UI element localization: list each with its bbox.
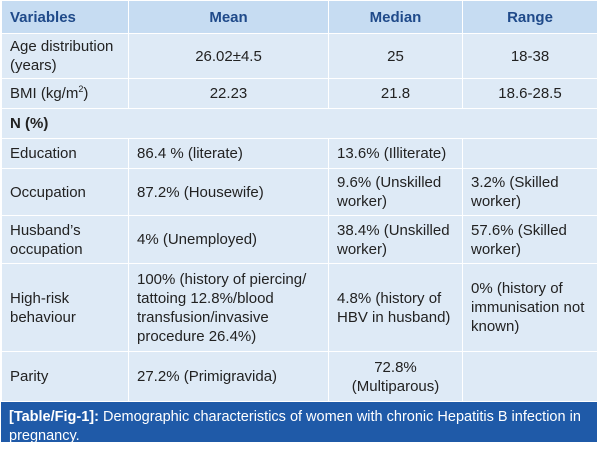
table-row: BMI (kg/m2) 22.23 21.8 18.6-28.5 <box>1 78 598 109</box>
header-variables: Variables <box>1 0 129 34</box>
table-row: Education 86.4 % (literate) 13.6% (Illit… <box>1 138 598 169</box>
cell-value: 57.6% (Skilled worker) <box>462 215 598 264</box>
table-row: High-risk behaviour 100% (history of pie… <box>1 263 598 352</box>
cell-variable: Occupation <box>1 168 129 216</box>
cell-value: 3.2% (Skilled worker) <box>462 168 598 216</box>
cell-range: 18.6-28.5 <box>462 78 598 109</box>
cell-value: 27.2% (Primigravida) <box>128 351 329 402</box>
cell-value: 4.8% (history of HBV in husband) <box>328 263 463 352</box>
header-range: Range <box>462 0 598 34</box>
cell-variable: Education <box>1 138 129 169</box>
table-row: Parity 27.2% (Primigravida) 72.8% (Multi… <box>1 351 598 402</box>
header-mean: Mean <box>128 0 329 34</box>
cell-value <box>462 138 598 169</box>
bmi-superscript: 2 <box>78 84 84 94</box>
cell-value: 0% (history of immunisation not known) <box>462 263 598 352</box>
cell-value: 9.6% (Unskilled worker) <box>328 168 463 216</box>
cell-value: 87.2% (Housewife) <box>128 168 329 216</box>
cell-range: 18-38 <box>462 33 598 79</box>
cell-median: 21.8 <box>328 78 463 109</box>
header-row: Variables Mean Median Range <box>1 0 598 34</box>
cell-variable: BMI (kg/m2) <box>1 78 129 109</box>
caption-text: Demographic characteristics of women wit… <box>9 409 581 444</box>
section-label: N (%) <box>1 108 598 139</box>
caption-label: [Table/Fig-1]: <box>9 409 99 425</box>
cell-variable: Age distribution (years) <box>1 33 129 79</box>
cell-variable: Husband’s occupation <box>1 215 129 264</box>
figure-caption: [Table/Fig-1]: Demographic characteristi… <box>1 402 597 444</box>
cell-value: 100% (history of piercing/ tattoing 12.8… <box>128 263 329 352</box>
cell-variable: Parity <box>1 351 129 402</box>
cell-value: 72.8% (Multiparous) <box>328 351 463 402</box>
cell-value: 86.4 % (literate) <box>128 138 329 169</box>
table-row: Husband’s occupation 4% (Unemployed) 38.… <box>1 215 598 264</box>
cell-mean: 26.02±4.5 <box>128 33 329 79</box>
cell-value: 13.6% (Illiterate) <box>328 138 463 169</box>
table-figure: Variables Mean Median Range Age distribu… <box>1 0 598 444</box>
cell-value: 4% (Unemployed) <box>128 215 329 264</box>
bmi-label-end: ) <box>83 85 89 102</box>
cell-value: 38.4% (Unskilled worker) <box>328 215 463 264</box>
table-row: Age distribution (years) 26.02±4.5 25 18… <box>1 33 598 79</box>
demographics-table: Variables Mean Median Range Age distribu… <box>1 0 598 402</box>
table-row: Occupation 87.2% (Housewife) 9.6% (Unski… <box>1 168 598 216</box>
cell-median: 25 <box>328 33 463 79</box>
table-row: N (%) <box>1 108 598 139</box>
cell-variable: High-risk behaviour <box>1 263 129 352</box>
header-median: Median <box>328 0 463 34</box>
cell-value <box>462 351 598 402</box>
cell-mean: 22.23 <box>128 78 329 109</box>
bmi-label: BMI (kg/m <box>10 85 79 102</box>
